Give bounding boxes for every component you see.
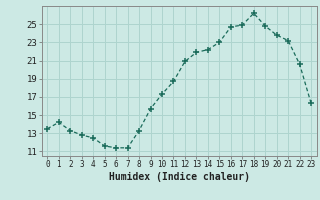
X-axis label: Humidex (Indice chaleur): Humidex (Indice chaleur) [109,172,250,182]
